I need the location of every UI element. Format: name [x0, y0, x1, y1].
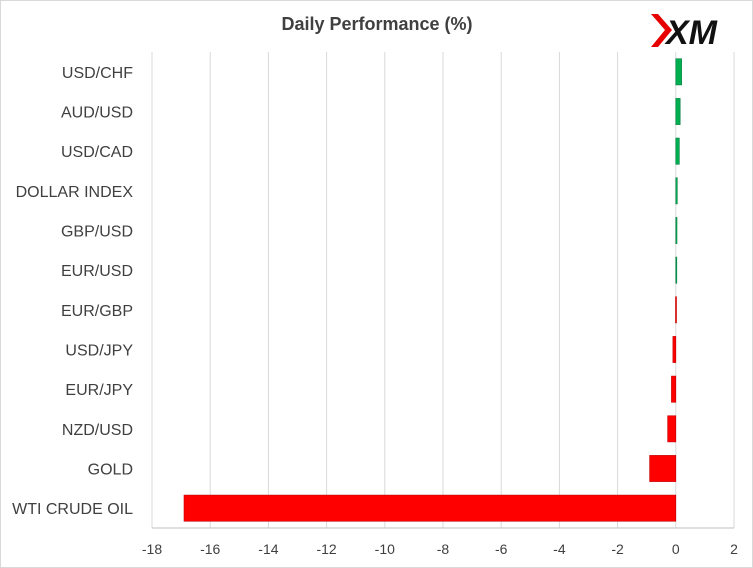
category-label: AUD/USD: [61, 105, 133, 122]
x-tick-label: -10: [375, 541, 395, 557]
xm-logo: XM: [651, 14, 718, 52]
x-tick-label: -2: [611, 541, 624, 557]
x-tick-label: -12: [316, 541, 336, 557]
bar: [675, 137, 680, 165]
bar: [672, 336, 677, 363]
category-label: GOLD: [88, 462, 133, 479]
bar: [675, 217, 678, 244]
category-label: EUR/JPY: [65, 382, 133, 399]
x-tick-label: -18: [142, 541, 162, 557]
x-tick-label: -6: [495, 541, 508, 557]
category-label: USD/CHF: [62, 65, 133, 82]
logo-text: XM: [664, 14, 718, 52]
category-label: EUR/USD: [61, 263, 133, 280]
category-label: EUR/GBP: [61, 303, 133, 320]
chart-title: Daily Performance (%): [281, 14, 472, 34]
category-labels: USD/CHF AUD/USD USD/CAD DOLLAR INDEX GBP/USD…: [12, 65, 133, 518]
x-tick-label: -4: [553, 541, 566, 557]
x-tick-label: -16: [200, 541, 220, 557]
x-tick-label: -14: [258, 541, 278, 557]
bar: [671, 375, 677, 403]
bar: [649, 455, 677, 482]
gridlines: [151, 52, 735, 529]
category-label: NZD/USD: [62, 422, 133, 439]
x-tick-label: 2: [730, 541, 738, 557]
bar: [667, 415, 677, 443]
bar: [675, 177, 678, 205]
bar: [675, 58, 682, 86]
category-label: USD/JPY: [65, 343, 133, 360]
category-label: DOLLAR INDEX: [16, 184, 134, 201]
category-label: WTI CRUDE OIL: [12, 501, 133, 518]
category-label: USD/CAD: [61, 144, 133, 161]
x-tick-label: -8: [437, 541, 450, 557]
bars: [183, 58, 682, 522]
bar: [675, 296, 677, 324]
category-label: GBP/USD: [61, 224, 133, 241]
bar: [675, 256, 678, 284]
bar: [183, 494, 677, 522]
bar: [675, 98, 681, 125]
x-tick-label: 0: [672, 541, 680, 557]
logo-red-chevron: [651, 14, 672, 47]
x-tick-labels: -18 -16 -14 -12 -10 -8 -6 -4 -2 0 2: [142, 541, 738, 557]
